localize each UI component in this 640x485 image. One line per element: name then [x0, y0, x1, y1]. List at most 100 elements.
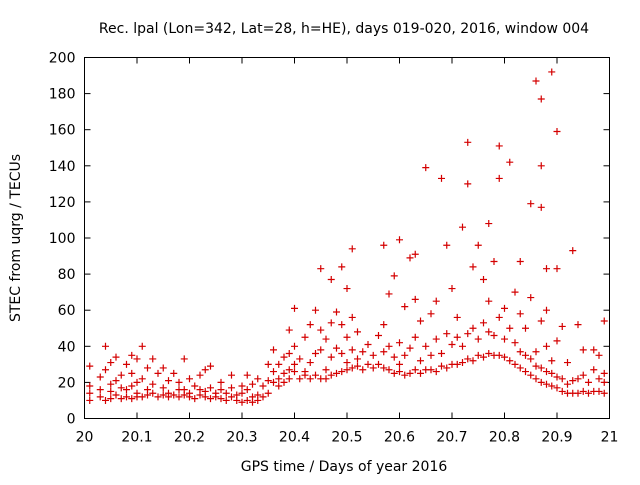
- data-point: [553, 337, 561, 345]
- data-point: [590, 346, 598, 354]
- data-point: [144, 364, 151, 372]
- data-point: [270, 346, 277, 354]
- data-point: [112, 391, 120, 399]
- data-point: [453, 333, 461, 341]
- data-point: [532, 362, 540, 370]
- data-point: [196, 371, 204, 379]
- data-point: [280, 369, 288, 377]
- data-point: [327, 319, 335, 327]
- data-point: [107, 387, 115, 395]
- data-point: [527, 294, 535, 302]
- data-point: [107, 359, 115, 367]
- data-point: [453, 313, 461, 321]
- data-point: [417, 369, 424, 377]
- data-point: [201, 387, 209, 395]
- data-point: [516, 364, 524, 372]
- data-point: [490, 257, 498, 265]
- data-point: [322, 335, 330, 343]
- data-point: [312, 306, 319, 314]
- data-point: [522, 324, 529, 332]
- data-point: [133, 389, 141, 397]
- data-point: [406, 344, 414, 352]
- data-point: [301, 333, 309, 341]
- data-point: [123, 386, 130, 394]
- data-point: [558, 375, 566, 383]
- data-point: [238, 398, 246, 406]
- data-point: [207, 384, 214, 392]
- data-point: [238, 389, 246, 397]
- data-point: [569, 247, 577, 255]
- data-point: [453, 360, 461, 368]
- data-point: [411, 333, 419, 341]
- data-point: [422, 164, 430, 172]
- data-point: [548, 382, 556, 390]
- data-point: [459, 342, 466, 350]
- data-point: [595, 351, 603, 359]
- data-point: [474, 241, 482, 249]
- data-point: [159, 384, 167, 392]
- data-point: [527, 355, 535, 363]
- y-tick-label: 80: [58, 267, 76, 283]
- data-point: [359, 366, 367, 374]
- x-tick-label: 20.1: [121, 430, 152, 446]
- data-point: [191, 382, 199, 390]
- data-point: [102, 366, 109, 374]
- data-point: [138, 342, 146, 350]
- data-point: [432, 368, 440, 376]
- data-point: [243, 371, 251, 379]
- data-point: [396, 236, 403, 244]
- data-point: [165, 389, 172, 397]
- data-point: [338, 368, 346, 376]
- data-point: [390, 369, 398, 377]
- x-axis: 20 20.1 20.2 20.3 20.4 20.5 20.6 20.7 20.8 20.9 21: [76, 57, 618, 446]
- y-tick-label: 140: [49, 159, 76, 175]
- x-tick-label: 20.2: [174, 430, 205, 446]
- data-point: [600, 389, 608, 397]
- data-point: [375, 331, 382, 339]
- data-point: [212, 389, 220, 397]
- data-point: [207, 362, 214, 370]
- data-point: [96, 393, 104, 401]
- data-point: [527, 371, 535, 379]
- data-point: [138, 375, 146, 383]
- y-axis: 0 20 40 60 80 100 120 140 160 180 200: [49, 51, 610, 428]
- data-point: [312, 371, 319, 379]
- data-point: [186, 389, 193, 397]
- data-point: [464, 355, 472, 363]
- data-point: [264, 389, 272, 397]
- data-point: [86, 389, 94, 397]
- data-point: [222, 396, 230, 404]
- data-point: [86, 362, 94, 370]
- data-point: [543, 342, 550, 350]
- y-tick-label: 160: [49, 123, 76, 139]
- data-point: [86, 382, 94, 390]
- data-point: [296, 375, 304, 383]
- data-point: [207, 395, 214, 403]
- data-point: [275, 375, 283, 383]
- data-point: [128, 382, 136, 390]
- data-point: [385, 342, 393, 350]
- data-point: [165, 377, 172, 385]
- data-point: [348, 313, 356, 321]
- data-point: [217, 378, 225, 386]
- data-point: [291, 360, 298, 368]
- data-point: [600, 317, 608, 325]
- data-point: [600, 369, 608, 377]
- data-point: [411, 250, 419, 258]
- data-point: [480, 276, 487, 284]
- data-point: [506, 324, 514, 332]
- data-point: [396, 368, 403, 376]
- data-point: [243, 396, 251, 404]
- data-point: [522, 368, 529, 376]
- data-point: [516, 310, 524, 318]
- data-point: [506, 357, 514, 365]
- data-point: [427, 366, 435, 374]
- data-point: [459, 223, 466, 231]
- y-tick-label: 120: [49, 195, 76, 211]
- data-point: [406, 369, 414, 377]
- data-point: [537, 95, 545, 103]
- data-point: [275, 360, 283, 368]
- data-point: [469, 263, 477, 271]
- data-point: [537, 162, 545, 170]
- data-point: [228, 384, 235, 392]
